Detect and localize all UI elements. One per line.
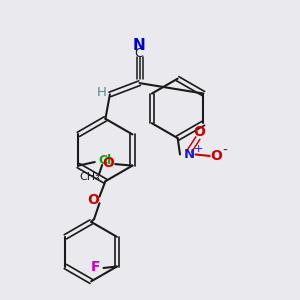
Text: H: H xyxy=(97,85,106,98)
Text: +: + xyxy=(194,144,203,154)
Text: CH₃: CH₃ xyxy=(79,172,100,182)
Text: O: O xyxy=(102,156,114,170)
Text: Cl: Cl xyxy=(98,154,112,167)
Text: O: O xyxy=(194,124,205,139)
Text: N: N xyxy=(133,38,146,53)
Text: F: F xyxy=(91,260,100,274)
Text: O: O xyxy=(88,193,100,207)
Text: -: - xyxy=(222,144,227,158)
Text: C: C xyxy=(135,46,143,60)
Text: N: N xyxy=(184,148,195,161)
Text: O: O xyxy=(210,149,222,163)
